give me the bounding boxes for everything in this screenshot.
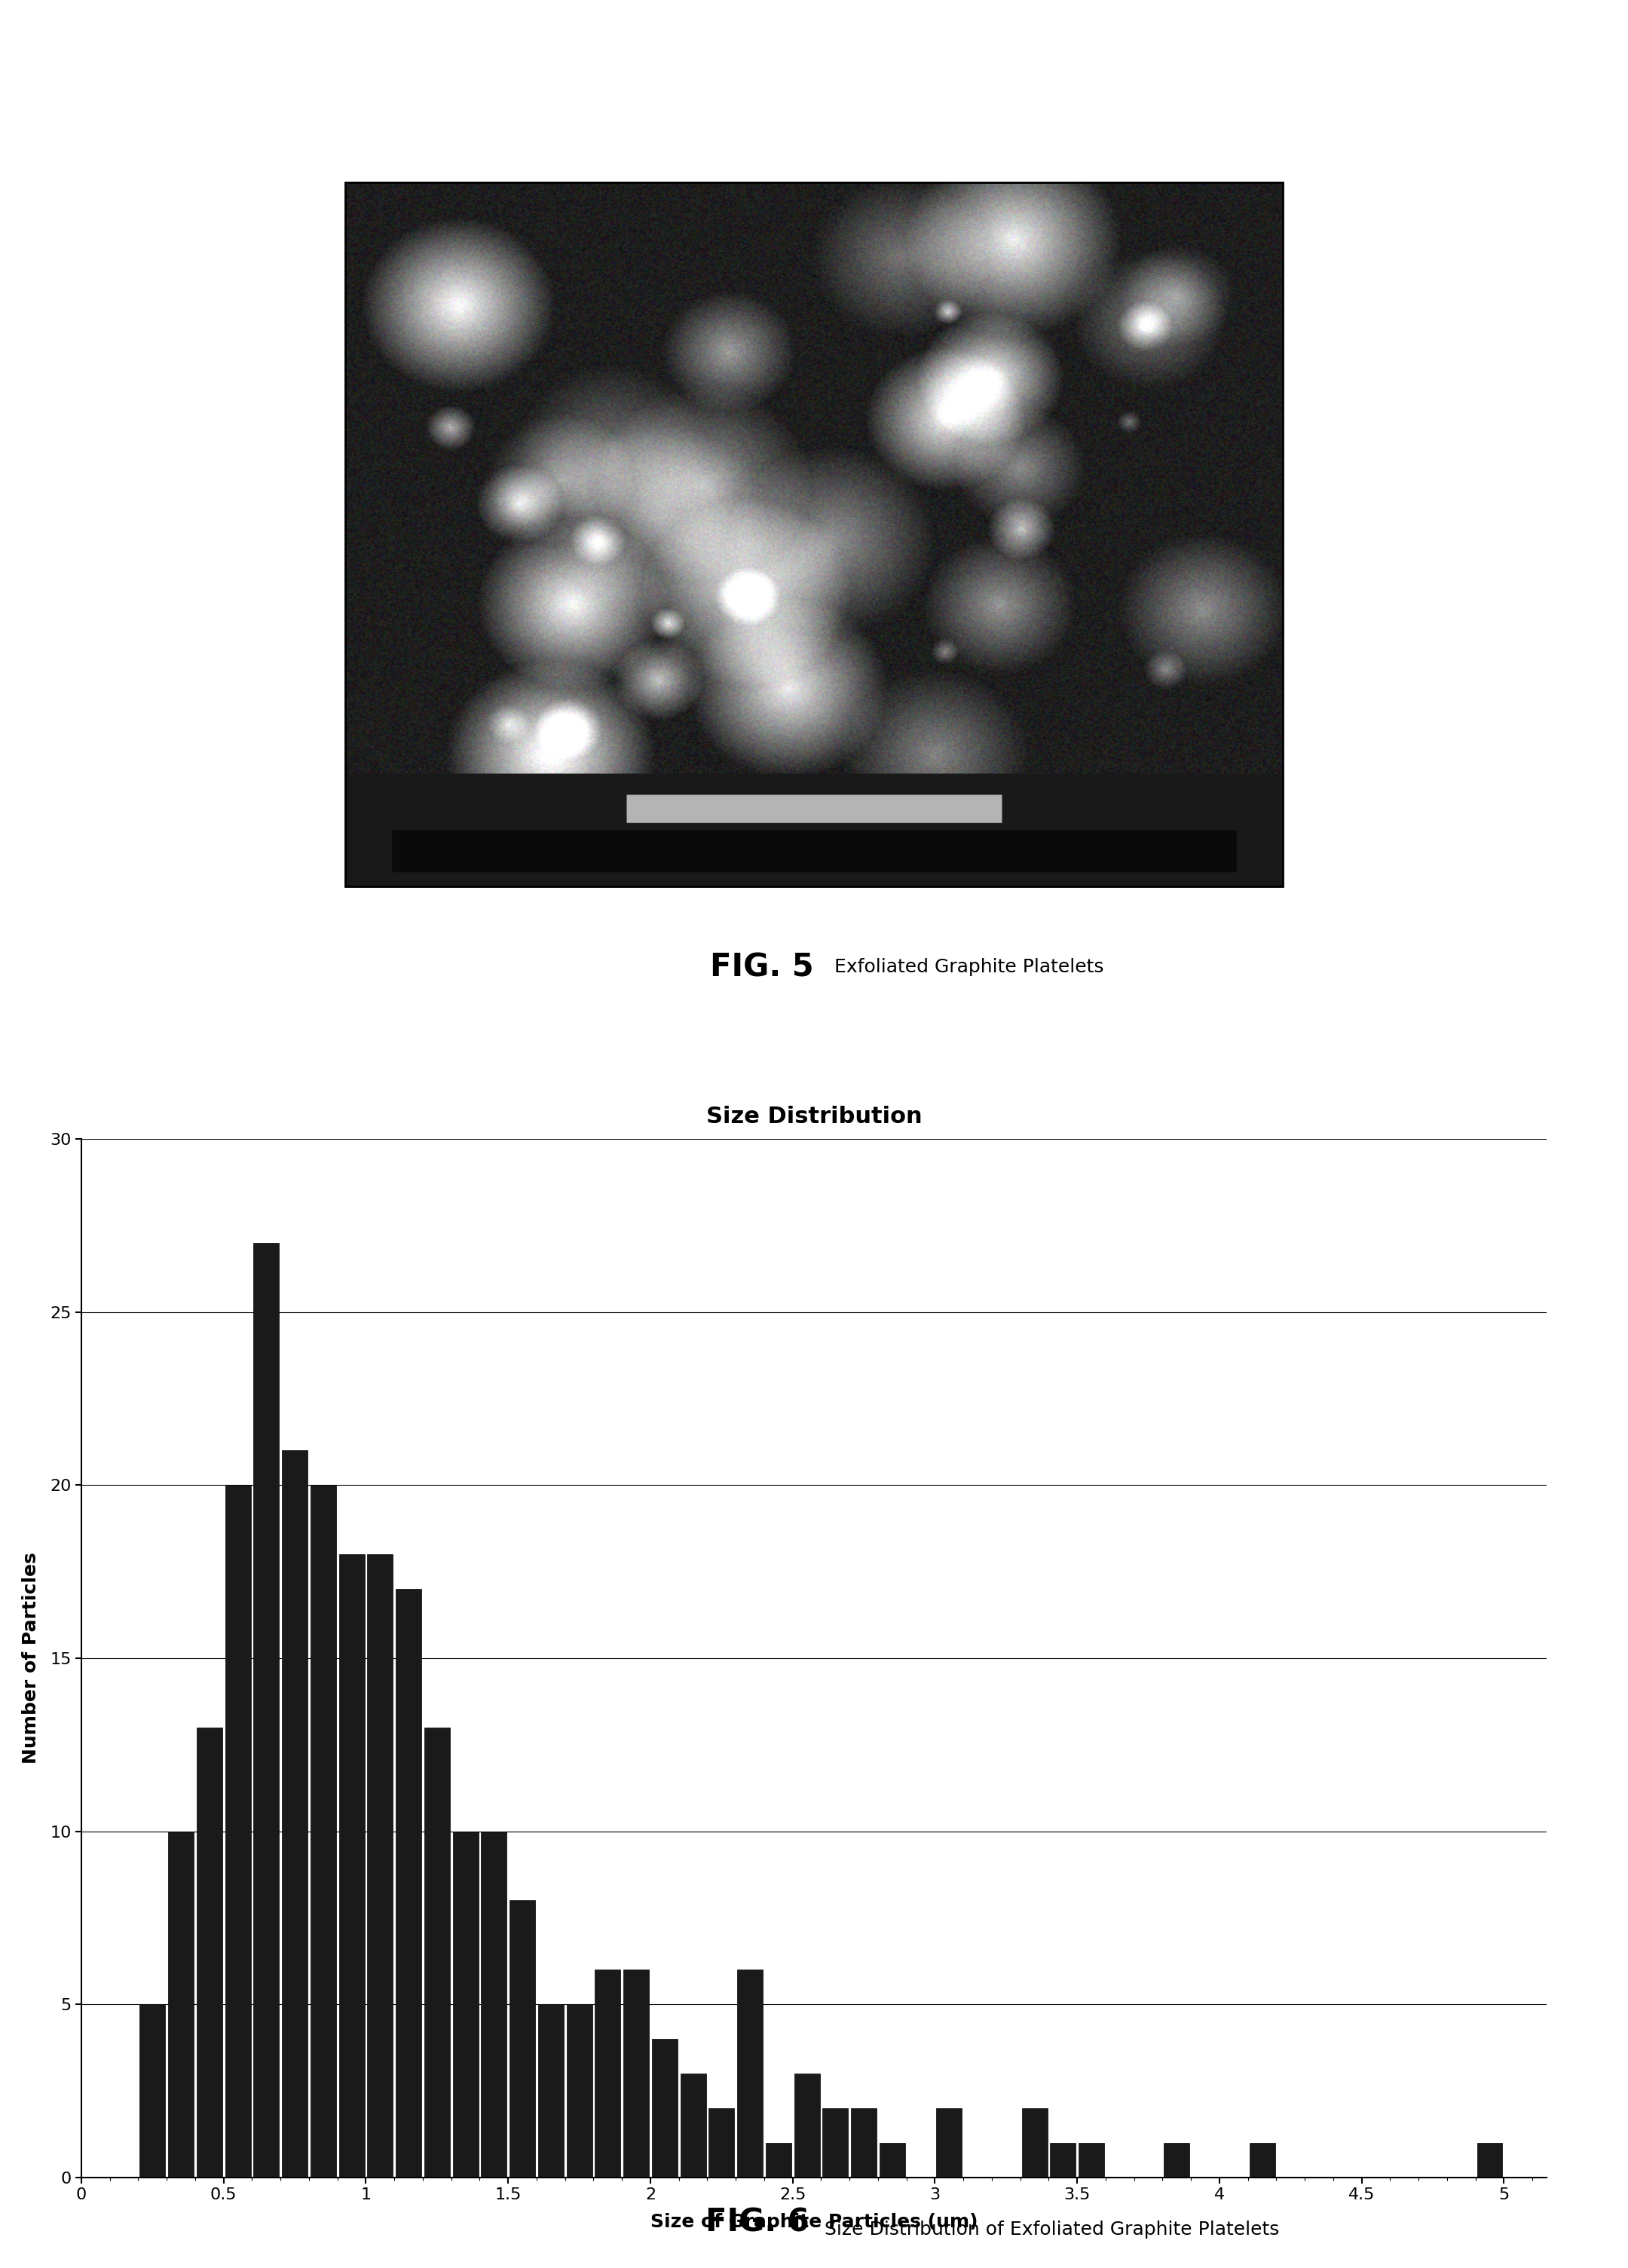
Title: Size Distribution: Size Distribution (707, 1107, 921, 1127)
Text: FIG. 6: FIG. 6 (705, 2207, 809, 2239)
Bar (737, 1969, 764, 2177)
Bar (1079, 2143, 1104, 2177)
Bar (1164, 2143, 1190, 2177)
Bar (567, 2005, 593, 2177)
Bar (453, 1830, 479, 2177)
Bar (510, 1901, 536, 2177)
Bar (765, 2143, 791, 2177)
Text: FIG. 5: FIG. 5 (710, 953, 814, 984)
Bar (282, 1452, 308, 2177)
Bar (594, 1969, 620, 2177)
Bar (311, 1486, 335, 2177)
Bar (197, 1728, 223, 2177)
Bar (140, 2005, 166, 2177)
Bar (1477, 2143, 1503, 2177)
Bar (822, 2107, 848, 2177)
Bar (254, 1243, 278, 2177)
Bar (225, 1486, 251, 2177)
Bar (1249, 2143, 1275, 2177)
Bar (537, 2005, 563, 2177)
Bar (1022, 2107, 1047, 2177)
Bar (396, 1590, 422, 2177)
Y-axis label: Number of Particles: Number of Particles (21, 1551, 39, 1765)
Bar (624, 1969, 650, 2177)
Text: Exfoliated Graphite Platelets: Exfoliated Graphite Platelets (829, 959, 1104, 978)
Text: Size Distribution of Exfoliated Graphite Platelets: Size Distribution of Exfoliated Graphite… (819, 2220, 1280, 2239)
Bar (681, 2073, 707, 2177)
Bar (339, 1554, 365, 2177)
Bar (168, 1830, 194, 2177)
Bar (936, 2107, 962, 2177)
Bar (708, 2107, 734, 2177)
Bar (851, 2107, 876, 2177)
Bar (651, 2039, 677, 2177)
Bar (1050, 2143, 1076, 2177)
Bar (368, 1554, 392, 2177)
Bar (794, 2073, 819, 2177)
Bar (879, 2143, 905, 2177)
Bar (425, 1728, 449, 2177)
X-axis label: Size of Graphite Particles (um): Size of Graphite Particles (um) (650, 2214, 978, 2232)
Bar (482, 1830, 506, 2177)
